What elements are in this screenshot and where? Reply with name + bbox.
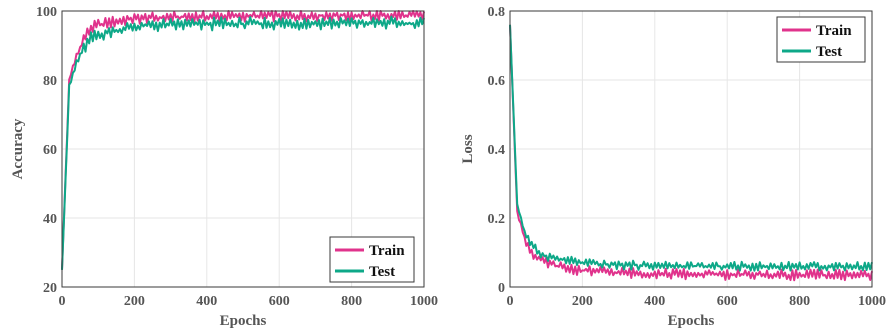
y-tick-label: 100 <box>36 5 57 20</box>
x-axis-label: Epochs <box>220 313 267 329</box>
legend-box <box>329 236 415 283</box>
x-tick-label: 600 <box>717 294 738 309</box>
y-tick-label: 60 <box>43 143 57 158</box>
x-tick-label: 0 <box>59 294 66 309</box>
series-line-test <box>61 15 425 270</box>
series-line-test <box>509 24 873 272</box>
x-tick-label: 800 <box>789 294 810 309</box>
y-tick-label: 0 <box>498 281 505 296</box>
legend-label-train: Train <box>816 23 852 39</box>
legend-box <box>776 16 866 63</box>
series-line-train <box>509 24 873 282</box>
y-tick-label: 40 <box>43 212 57 227</box>
series-line-train <box>61 10 425 270</box>
y-axis-label: Accuracy <box>10 118 26 179</box>
legend-label-test: Test <box>816 44 842 60</box>
y-tick-label: 0.4 <box>488 143 506 158</box>
legend: Train Test <box>776 16 866 63</box>
y-axis-label: Loss <box>460 134 476 163</box>
accuracy-chart: 0 200 400 600 800 1000 20 40 60 80 100 Epochs Accura… <box>10 5 438 329</box>
x-tick-label: 1000 <box>410 294 438 309</box>
x-tick-label: 200 <box>572 294 593 309</box>
y-tick-label: 80 <box>43 74 57 89</box>
legend-label-test: Test <box>369 264 395 280</box>
x-tick-label: 0 <box>507 294 514 309</box>
y-tick-label: 20 <box>43 281 57 296</box>
y-tick-label: 0.2 <box>488 212 506 227</box>
x-tick-label: 400 <box>196 294 217 309</box>
x-tick-label: 1000 <box>858 294 886 309</box>
legend: Train Test <box>329 236 415 283</box>
x-axis-label: Epochs <box>668 313 715 329</box>
x-tick-label: 600 <box>269 294 290 309</box>
plot-frame <box>61 10 425 288</box>
x-tick-label: 200 <box>124 294 145 309</box>
y-tick-label: 0.6 <box>488 74 506 89</box>
x-tick-label: 400 <box>644 294 665 309</box>
plot-frame <box>509 10 873 288</box>
x-tick-label: 800 <box>341 294 362 309</box>
legend-label-train: Train <box>369 243 405 259</box>
y-tick-label: 0.8 <box>488 5 506 20</box>
loss-chart: 0 200 400 600 800 1000 0 0.2 0.4 0.6 0.8 Epochs Loss… <box>460 5 886 329</box>
